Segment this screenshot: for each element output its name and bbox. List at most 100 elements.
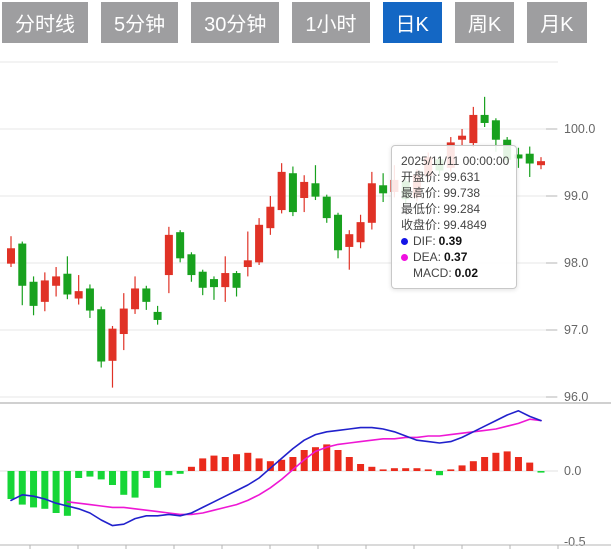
macd-hist-bar: [368, 466, 376, 471]
candle-body: [18, 243, 27, 286]
macd-hist-bar: [357, 464, 365, 471]
macd-hist-bar: [165, 471, 173, 476]
dif-label: DIF:: [413, 234, 436, 248]
macd-hist-bar: [424, 469, 432, 471]
macd-hist-bar: [436, 471, 444, 476]
candle-body: [277, 171, 286, 211]
candle-body: [108, 328, 117, 361]
macd-hist-bar: [142, 471, 150, 478]
macd-hist-bar: [221, 457, 229, 471]
open-value: 99.631: [443, 170, 481, 184]
tab-month-k[interactable]: 月K: [527, 2, 587, 43]
macd-hist-bar: [30, 471, 38, 508]
tooltip-high-row: 最高价: 99.738: [401, 185, 507, 201]
macd-hist-bar: [131, 471, 139, 498]
candle-body: [74, 291, 83, 299]
macd-hist-bar: [108, 471, 116, 485]
macd-hist-bar: [390, 468, 398, 471]
candle-body: [243, 260, 252, 268]
macd-hist-bar: [379, 469, 387, 471]
candle-body: [176, 232, 185, 259]
macd-hist-bar: [187, 466, 195, 471]
tab-1hour[interactable]: 1小时: [292, 2, 370, 43]
candle-body: [153, 311, 162, 320]
macd-hist-bar: [75, 471, 83, 478]
dea-dot-icon: [401, 253, 408, 261]
dif-line: [10, 409, 542, 527]
macd-hist-bar: [345, 457, 353, 471]
candle-body: [367, 183, 376, 223]
macd-hist-bar: [233, 454, 241, 471]
tooltip-dif-row: DIF: 0.39: [401, 233, 507, 249]
candle-body: [131, 288, 140, 310]
timeframe-tabbar: 分时线 5分钟 30分钟 1小时 日K 周K 月K: [2, 2, 587, 43]
macd-axis-label: 0.0: [564, 464, 581, 478]
tab-30min[interactable]: 30分钟: [191, 2, 280, 43]
macd-hist-bar: [469, 461, 477, 471]
macd-hist-bar: [514, 457, 522, 471]
candle-body: [164, 234, 173, 276]
candle-body: [266, 206, 275, 229]
macd-label: MACD:: [413, 266, 452, 280]
macd-hist-bar: [255, 458, 263, 471]
candle-body: [85, 288, 94, 311]
candle-body: [255, 224, 264, 263]
candle-body: [232, 273, 241, 288]
chart-tooltip: 2025/11/11 00:00:00 开盘价: 99.631 最高价: 99.…: [391, 145, 517, 289]
candle-body: [40, 280, 49, 302]
candle-body: [537, 161, 545, 166]
candle-body: [345, 234, 354, 247]
tab-day-k[interactable]: 日K: [382, 2, 442, 43]
price-axis-label: 99.0: [564, 189, 588, 203]
macd-hist-bar: [334, 450, 342, 471]
macd-hist-bar: [63, 471, 71, 516]
macd-hist-bar: [458, 465, 466, 471]
tab-week-k[interactable]: 周K: [454, 2, 515, 43]
low-label: 最低价:: [401, 202, 441, 216]
macd-hist-bar: [447, 469, 455, 471]
macd-hist-bar: [41, 471, 49, 509]
candle-body: [187, 254, 196, 276]
tooltip-close-row: 收盘价: 99.4849: [401, 217, 507, 233]
dea-value: 0.37: [444, 250, 468, 264]
candle-body: [322, 196, 331, 219]
price-axis-label: 96.0: [564, 390, 588, 404]
macd-hist-bar: [492, 452, 500, 471]
tooltip-dea-row: DEA: 0.37: [401, 249, 507, 265]
macd-hist-bar: [52, 471, 60, 513]
close-label: 收盘价:: [401, 218, 441, 232]
candle-body: [311, 183, 320, 197]
macd-hist-bar: [86, 471, 94, 477]
open-label: 开盘价:: [401, 170, 441, 184]
price-axis-label: 98.0: [564, 256, 588, 270]
macd-hist-bar: [323, 444, 331, 471]
dif-value: 0.39: [438, 234, 463, 248]
candle-body: [52, 276, 61, 286]
tab-5min[interactable]: 5分钟: [101, 2, 179, 43]
price-axis-label: 100.0: [564, 122, 595, 136]
candle-body: [514, 154, 523, 159]
macd-hist-bar: [278, 459, 286, 471]
macd-value: 0.02: [454, 266, 479, 280]
candle-body: [198, 271, 207, 288]
macd-hist-bar: [289, 457, 297, 471]
candle-body: [491, 120, 500, 140]
tooltip-open-row: 开盘价: 99.631: [401, 169, 507, 185]
candle-body: [63, 273, 72, 295]
dea-line: [66, 418, 542, 516]
macd-hist-bar: [266, 461, 274, 471]
macd-hist-bar: [526, 462, 534, 471]
macd-hist-bar: [311, 447, 319, 471]
tooltip-macd-row: MACD: 0.02: [401, 265, 507, 281]
candle-body: [29, 281, 38, 306]
macd-hist-bar: [120, 471, 128, 495]
candle-body: [458, 135, 467, 140]
price-axis-label: 97.0: [564, 323, 588, 337]
macd-hist-bar: [154, 471, 162, 488]
tab-minute-line[interactable]: 分时线: [2, 2, 88, 43]
candle-body: [97, 309, 106, 362]
macd-hist-bar: [176, 471, 184, 474]
candle-body: [221, 273, 230, 288]
macd-hist-bar: [503, 451, 511, 471]
